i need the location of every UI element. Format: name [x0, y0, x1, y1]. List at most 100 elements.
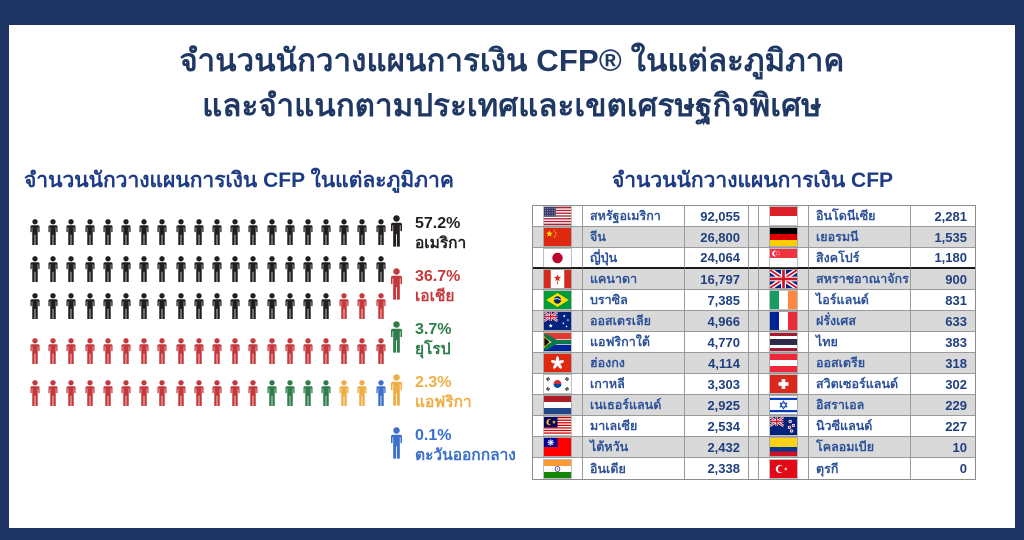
person-icon [139, 293, 149, 319]
page-title: จำนวนนักวางแผนการเงิน CFP® ในแต่ละภูมิภา… [0, 38, 1024, 128]
person-icon [376, 380, 386, 406]
person-icon [321, 256, 331, 282]
person-icon [194, 256, 204, 282]
pictogram-cell [62, 292, 80, 322]
flag-my-icon [544, 417, 571, 435]
person-icon [157, 338, 167, 364]
flag-cn-icon [544, 228, 571, 246]
pictogram-cell [135, 255, 153, 285]
country-cell: มาเลเซีย [583, 416, 685, 437]
pictogram-cell [335, 218, 353, 248]
person-icon [85, 219, 95, 245]
pictogram-cell [26, 337, 44, 367]
person-icon [285, 380, 295, 406]
pictogram-cell [226, 379, 244, 409]
person-icon [30, 338, 40, 364]
person-icon [248, 256, 258, 282]
value-cell: 4,966 [685, 311, 749, 332]
legend-percent: 3.7% [415, 321, 452, 338]
country-cell: อิสราเอล [809, 395, 911, 416]
value-cell: 2,338 [685, 458, 749, 479]
spacer-cell [749, 227, 759, 248]
pictogram-cell [299, 337, 317, 367]
person-icon [230, 293, 240, 319]
flag-nl-icon [544, 396, 571, 414]
flag-ca-icon [544, 270, 571, 288]
pictogram-cell [81, 218, 99, 248]
pictogram-cell [244, 255, 262, 285]
legend-region-label: ตะวันออกกลาง [415, 447, 516, 464]
person-icon [357, 219, 368, 245]
pictogram-cell [99, 292, 117, 322]
pictogram-legend: 57.2% อเมริกา 36.7% เอเชีย 3.7% ยุโรป [388, 214, 516, 466]
value-cell: 0 [959, 461, 967, 476]
pictogram-row [26, 337, 396, 367]
spacer-cell [749, 395, 759, 416]
country-cell: นิวซีแลนด์ [809, 416, 911, 437]
pictogram-cell [117, 337, 135, 367]
flag-za-icon [544, 333, 571, 351]
pictogram-cell [317, 379, 335, 409]
person-icon [48, 293, 58, 319]
value-cell: 900 [911, 269, 975, 290]
pictogram-cell [44, 255, 62, 285]
flag-co-icon [770, 438, 797, 456]
pictogram-cell [208, 218, 226, 248]
pictogram-chart [26, 218, 396, 416]
pictogram-cell [153, 379, 171, 409]
flag-fr-icon [770, 312, 797, 330]
flag-sg-icon [770, 248, 797, 267]
country-cell: สหราชอาณาจักร [809, 269, 911, 290]
value-cell: 633 [911, 311, 975, 332]
person-icon [194, 219, 204, 245]
value-cell: 229 [911, 395, 975, 416]
pictogram-cell [335, 337, 353, 367]
flag-cell [759, 311, 809, 332]
person-icon [339, 380, 349, 406]
pictogram-cell [44, 218, 62, 248]
person-icon [339, 293, 349, 319]
pictogram-cell [317, 337, 335, 367]
pictogram-cell [135, 218, 153, 248]
person-icon [357, 293, 368, 319]
legend-person-icon [388, 267, 405, 307]
country-cell: ออสเตรเลีย [583, 311, 685, 332]
pictogram-cell [226, 292, 244, 322]
spacer-cell [749, 437, 759, 458]
pictogram-cell [353, 218, 371, 248]
value-cell: 831 [911, 290, 975, 311]
flag-cell [533, 374, 583, 395]
pictogram-cell [244, 379, 262, 409]
pictogram-cell [99, 218, 117, 248]
country-cell: โคลอมเบีย [809, 437, 911, 458]
country-cell: สิงคโปร์ [809, 248, 911, 269]
pictogram-cell [81, 292, 99, 322]
pictogram-cell [117, 292, 135, 322]
pictogram-row [26, 255, 396, 285]
value-cell: 2,432 [685, 437, 749, 458]
pictogram-cell [353, 255, 371, 285]
flag-cell [533, 269, 583, 290]
pictogram-cell [372, 255, 390, 285]
person-icon [121, 293, 131, 319]
person-icon [248, 219, 258, 245]
pictogram-cell [44, 292, 62, 322]
person-icon [121, 219, 131, 245]
person-icon [157, 293, 167, 319]
person-icon [321, 338, 331, 364]
pictogram-cell [244, 292, 262, 322]
value-cell: 383 [911, 332, 975, 353]
person-icon [376, 256, 386, 282]
pictogram-cell [172, 337, 190, 367]
person-icon [139, 219, 149, 245]
pictogram-cell [208, 379, 226, 409]
flag-cell [759, 290, 809, 311]
person-icon [48, 219, 58, 245]
legend-item-africa: 2.3% แอฟริกา [388, 373, 516, 413]
person-icon [66, 256, 77, 282]
person-icon [266, 338, 277, 364]
pictogram-cell [281, 337, 299, 367]
person-icon [103, 338, 113, 364]
pictogram-cell [172, 255, 190, 285]
